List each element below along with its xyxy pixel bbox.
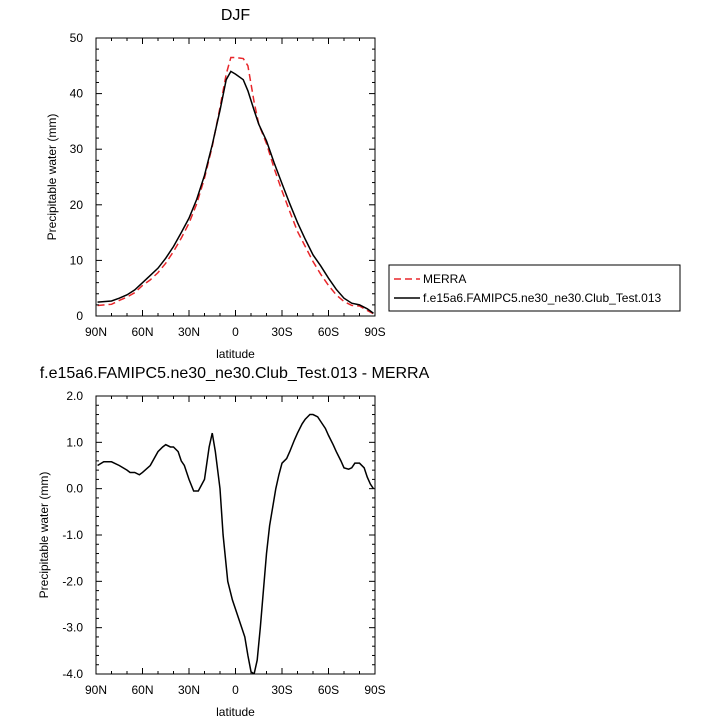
y-axis-label: Precipitable water (mm)	[37, 472, 51, 599]
x-tick-label: 90S	[364, 683, 385, 697]
x-tick-label: 0	[232, 325, 239, 339]
y-tick-label: 20	[70, 198, 84, 212]
x-tick-label: 60S	[318, 683, 339, 697]
x-tick-label: 60N	[131, 325, 153, 339]
y-tick-label: 1.0	[66, 435, 83, 449]
legend-label: MERRA	[423, 272, 466, 286]
series-line-merra	[97, 56, 374, 315]
chart-panel-2: f.e15a6.FAMIPC5.ne30_ne30.Club_Test.013 …	[37, 365, 430, 719]
y-tick-label: 0	[76, 309, 83, 323]
series-line-model	[97, 70, 374, 314]
legend: MERRA f.e15a6.FAMIPC5.ne30_ne30.Club_Test…	[388, 264, 681, 312]
y-tick-label: 50	[70, 31, 84, 45]
series-line-difference	[97, 413, 375, 674]
chart-title: f.e15a6.FAMIPC5.ne30_ne30.Club_Test.013 …	[40, 365, 430, 382]
y-tick-label: 0.0	[66, 482, 83, 496]
x-axis-label: latitude	[216, 347, 255, 361]
y-axis-label: Precipitable water (mm)	[45, 114, 59, 241]
y-tick-label: 30	[70, 142, 84, 156]
y-tick-label: -2.0	[62, 574, 83, 588]
legend-label: f.e15a6.FAMIPC5.ne30_ne30.Club_Test.013	[423, 291, 661, 305]
x-tick-label: 30S	[271, 325, 292, 339]
y-tick-label: 40	[70, 87, 84, 101]
y-tick-label: 2.0	[66, 389, 83, 403]
legend-box	[388, 264, 681, 312]
chart-panel-1: DJF 90N 60N 30N 0 30S 60S 90S 0 10 20 30 40 50 latitud…	[45, 7, 681, 361]
x-tick-label: 60N	[131, 683, 153, 697]
plot-frame	[95, 37, 376, 317]
x-tick-label: 90S	[364, 325, 385, 339]
x-tick-label: 60S	[318, 325, 339, 339]
y-tick-label: -1.0	[62, 528, 83, 542]
y-tick-label: -3.0	[62, 621, 83, 635]
plot-frame	[95, 395, 376, 675]
x-tick-label: 30N	[178, 683, 200, 697]
x-tick-label: 90N	[85, 325, 107, 339]
x-tick-label: 90N	[85, 683, 107, 697]
x-tick-label: 30N	[178, 325, 200, 339]
y-tick-label: 10	[70, 253, 84, 267]
x-tick-label: 0	[232, 683, 239, 697]
y-tick-label: -4.0	[62, 667, 83, 681]
x-axis-label: latitude	[216, 705, 255, 719]
chart-title: DJF	[221, 7, 251, 24]
x-tick-label: 30S	[271, 683, 292, 697]
